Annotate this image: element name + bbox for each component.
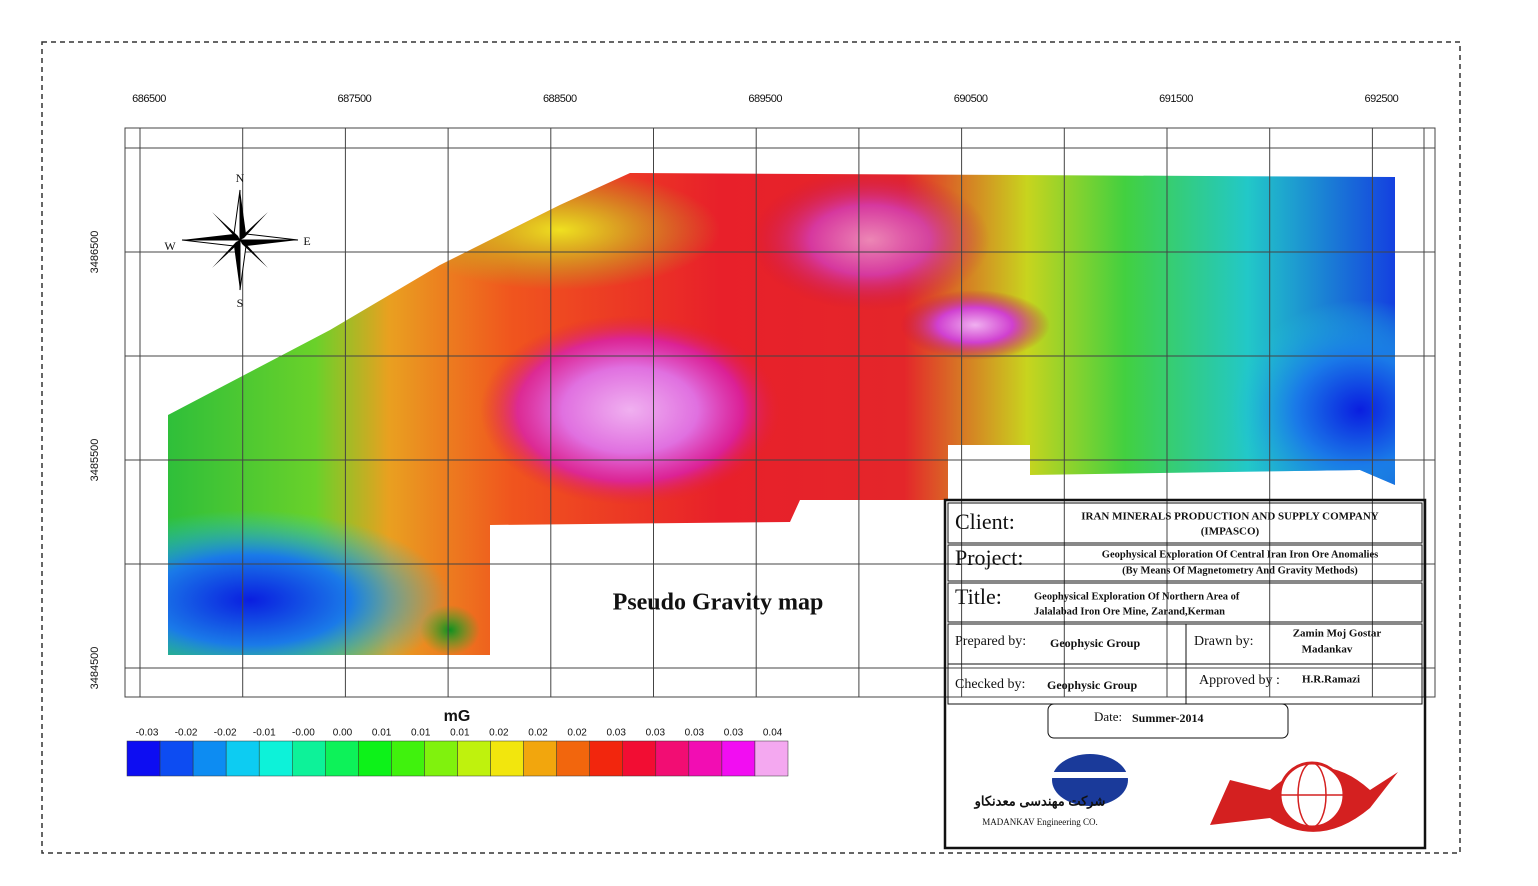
x-coord-label: 691500 <box>1159 93 1193 105</box>
gravity-surface <box>168 173 1395 655</box>
title-line: Geophysical Exploration Of Northern Area… <box>1034 591 1240 602</box>
colorbar-swatch <box>754 740 789 777</box>
colorbar-label: 0.02 <box>528 728 548 739</box>
colorbar-label: 0.01 <box>372 728 392 739</box>
project-line: Geophysical Exploration Of Central Iran … <box>1102 549 1378 560</box>
logo-text-en: MADANKAV Engineering CO. <box>982 817 1097 827</box>
colorbar-label: 0.00 <box>333 728 353 739</box>
title-label: Title: <box>955 584 1002 609</box>
compass-n: N <box>236 171 245 185</box>
madankav-logo: شرکت مهندسی معدنکاو MADANKAV Engineering… <box>974 754 1132 827</box>
drawn-label: Drawn by: <box>1194 634 1254 649</box>
x-coord-label: 692500 <box>1365 93 1399 105</box>
x-coord-label: 687500 <box>338 93 372 105</box>
legend-unit: mG <box>444 708 471 725</box>
approved: H.R.Ramazi <box>1302 674 1360 686</box>
colorbar-swatch <box>325 740 359 777</box>
colorbar-swatch <box>721 740 756 777</box>
drawn-line: Zamin Moj Gostar <box>1293 628 1382 640</box>
colorbar-label: 0.03 <box>606 728 626 739</box>
date: Summer-2014 <box>1132 711 1204 725</box>
x-coord-label: 688500 <box>543 93 577 105</box>
colorbar-label: 0.01 <box>411 728 431 739</box>
map-title: Pseudo Gravity map <box>613 590 824 616</box>
colorbar-swatch <box>126 740 161 777</box>
colorbar-label: 0.04 <box>763 728 783 739</box>
colorbar-label: -0.01 <box>253 728 276 739</box>
x-coord-label: 690500 <box>954 93 988 105</box>
client-label: Client: <box>955 509 1015 534</box>
colorbar-swatch <box>589 740 624 777</box>
x-coord-label: 689500 <box>748 93 782 105</box>
colorbar-swatch <box>358 740 392 777</box>
colorbar-swatch <box>424 740 458 777</box>
y-coord-label: 3484500 <box>89 647 101 690</box>
colorbar-swatch <box>292 740 326 777</box>
y-coord-label: 3486500 <box>89 231 101 274</box>
y-coord-label: 3485500 <box>89 439 101 482</box>
zmg-logo <box>1210 761 1398 832</box>
colorbar-label: -0.02 <box>175 728 198 739</box>
colorbar-label: -0.00 <box>292 728 315 739</box>
colorbar-swatch <box>688 740 723 777</box>
sheet-border <box>41 41 1461 854</box>
colorbar <box>126 740 789 777</box>
prepared: Geophysic Group <box>1050 636 1140 650</box>
prepared-label: Prepared by: <box>955 634 1026 649</box>
project-label: Project: <box>955 545 1023 570</box>
colorbar-label: 0.02 <box>489 728 509 739</box>
colorbar-swatch <box>192 740 227 777</box>
compass-w: W <box>164 239 176 253</box>
colorbar-swatch <box>391 740 425 777</box>
date-label: Date: <box>1094 709 1122 724</box>
colorbar-label: 0.01 <box>450 728 470 739</box>
title-block <box>943 498 1427 850</box>
colorbar-swatch <box>457 740 491 777</box>
checked-label: Checked by: <box>955 677 1025 692</box>
checked: Geophysic Group <box>1047 678 1137 692</box>
compass-e: E <box>303 234 310 248</box>
north-arrow: N E S W <box>164 171 310 310</box>
colorbar-label: 0.03 <box>646 728 666 739</box>
drawn-line: Madankav <box>1302 644 1353 656</box>
colorbar-label: -0.02 <box>214 728 237 739</box>
colorbar-swatch <box>490 740 524 777</box>
compass-s: S <box>237 296 244 310</box>
client-abbr: (IMPASCO) <box>1201 526 1260 538</box>
colorbar-label: 0.03 <box>724 728 744 739</box>
project-line: (By Means Of Magnetometry And Gravity Me… <box>1122 565 1358 576</box>
x-coord-label: 686500 <box>132 93 166 105</box>
colorbar-label: 0.02 <box>567 728 587 739</box>
colorbar-swatch <box>523 740 557 777</box>
approved-label: Approved by : <box>1199 673 1280 688</box>
map-grid <box>124 127 1436 698</box>
logo-text-fa: شرکت مهندسی معدنکاو <box>974 793 1106 809</box>
colorbar-swatch <box>556 740 590 777</box>
colorbar-label: 0.03 <box>685 728 705 739</box>
client: IRAN MINERALS PRODUCTION AND SUPPLY COMP… <box>1081 511 1379 523</box>
title-line: Jalalabad Iron Ore Mine, Zarand,Kerman <box>1034 606 1225 617</box>
colorbar-swatch <box>159 740 194 777</box>
colorbar-swatch <box>622 740 657 777</box>
colorbar-swatch <box>655 740 690 777</box>
colorbar-label: -0.03 <box>136 728 159 739</box>
colorbar-swatch <box>258 740 293 777</box>
colorbar-swatch <box>225 740 260 777</box>
